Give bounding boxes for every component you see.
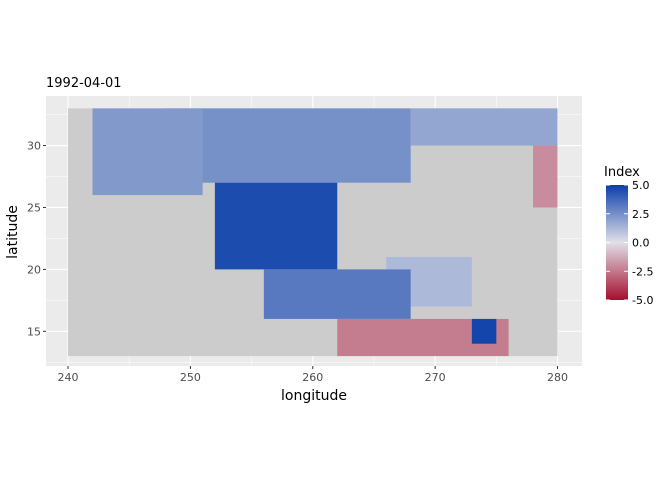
- x-tick-label: 240: [58, 371, 79, 384]
- y-tick-label: 20: [27, 263, 41, 276]
- legend-title: Index: [604, 165, 640, 180]
- heatmap-cell-land-north-mexico: [165, 108, 411, 183]
- legend-tick-label: 2.5: [632, 208, 650, 221]
- y-axis-title: latitude: [5, 205, 21, 259]
- legend-tick-label: 0.0: [632, 237, 650, 250]
- legend-tick-label: -2.5: [632, 265, 653, 278]
- legend-tick-label: -5.0: [632, 294, 653, 307]
- y-tick-label: 30: [27, 140, 41, 153]
- heatmap-cell-land-florida: [533, 145, 558, 208]
- legend-colorbar: [606, 185, 628, 300]
- x-axis: 240 250 260 270 280: [58, 366, 568, 384]
- heatmap-cells: [68, 108, 558, 357]
- y-tick-label: 15: [27, 325, 41, 338]
- x-tick-label: 280: [547, 371, 568, 384]
- heatmap-cell-land-texas-northeast: [410, 108, 558, 146]
- x-tick-label: 260: [302, 371, 323, 384]
- y-axis: 15 20 25 30: [27, 140, 46, 338]
- y-tick-label: 25: [27, 201, 41, 214]
- legend-tick-label: 5.0: [632, 179, 650, 192]
- heatmap-cell-land-baja: [92, 108, 203, 196]
- x-tick-label: 270: [425, 371, 446, 384]
- heatmap-cell-land-southern-mexico: [263, 269, 411, 319]
- chart-title: 1992-04-01: [46, 76, 122, 91]
- heatmap-cell-land-central-mexico: [214, 182, 338, 270]
- x-tick-label: 250: [180, 371, 201, 384]
- heatmap-cell-land-honduras-blue: [471, 318, 497, 344]
- color-legend: Index 5.0 2.5 0.0 -2.5 -5.0: [604, 165, 653, 307]
- legend-ticks: 5.0 2.5 0.0 -2.5 -5.0: [606, 179, 653, 307]
- x-axis-title: longitude: [281, 388, 347, 404]
